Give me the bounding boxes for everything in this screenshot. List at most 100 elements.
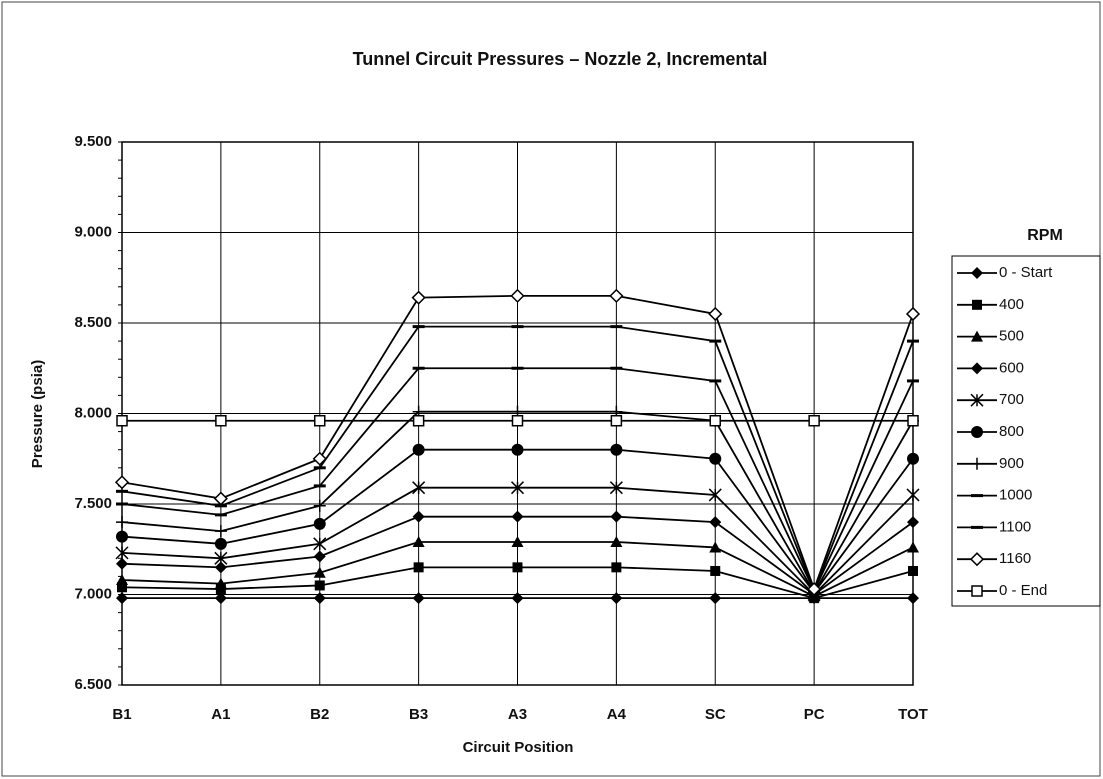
marker bbox=[510, 288, 525, 303]
marker bbox=[972, 299, 982, 310]
marker bbox=[609, 288, 624, 303]
marker bbox=[610, 592, 623, 605]
marker bbox=[413, 562, 424, 573]
marker bbox=[907, 452, 919, 465]
marker bbox=[908, 565, 918, 576]
marker bbox=[609, 481, 623, 495]
marker bbox=[115, 546, 129, 560]
marker bbox=[511, 414, 524, 427]
marker bbox=[511, 592, 524, 605]
marker bbox=[906, 488, 920, 502]
legend-label: 1100 bbox=[999, 518, 1031, 535]
y-tick-label: 9.500 bbox=[74, 133, 112, 150]
marker bbox=[313, 550, 326, 563]
y-tick-label: 6.500 bbox=[74, 676, 112, 693]
marker bbox=[971, 457, 983, 470]
marker bbox=[971, 267, 983, 279]
legend-label: 1160 bbox=[999, 550, 1031, 567]
marker bbox=[969, 552, 985, 567]
marker bbox=[214, 537, 227, 550]
marker bbox=[313, 592, 326, 605]
y-axis-title: Pressure (psia) bbox=[29, 360, 46, 468]
marker bbox=[610, 414, 623, 427]
y-tick-label: 8.500 bbox=[74, 314, 112, 331]
marker bbox=[412, 510, 425, 523]
legend-label: 400 bbox=[999, 296, 1024, 313]
marker bbox=[971, 330, 983, 342]
marker bbox=[709, 541, 722, 553]
marker bbox=[116, 516, 128, 529]
marker bbox=[116, 574, 128, 586]
x-tick-label: SC bbox=[705, 706, 726, 723]
marker bbox=[907, 414, 919, 427]
marker bbox=[116, 414, 128, 427]
series bbox=[116, 366, 919, 593]
x-axis-title: Circuit Position bbox=[463, 739, 574, 756]
marker bbox=[971, 362, 983, 375]
marker bbox=[971, 426, 983, 438]
marker bbox=[710, 565, 721, 576]
marker bbox=[314, 414, 326, 427]
y-tick-label: 7.500 bbox=[74, 495, 112, 512]
marker bbox=[214, 561, 227, 574]
x-tick-label: B3 bbox=[409, 706, 428, 723]
marker bbox=[214, 577, 227, 589]
marker bbox=[214, 592, 227, 605]
plot-border bbox=[121, 141, 914, 686]
marker bbox=[512, 562, 523, 573]
marker bbox=[313, 537, 327, 551]
series bbox=[114, 288, 921, 597]
marker bbox=[116, 530, 128, 543]
marker bbox=[709, 414, 721, 427]
x-tick-label: TOT bbox=[898, 706, 928, 723]
marker bbox=[214, 525, 227, 538]
marker bbox=[116, 557, 128, 570]
x-tick-label: A3 bbox=[508, 706, 527, 723]
marker bbox=[709, 452, 722, 465]
x-tick-label: PC bbox=[804, 706, 825, 723]
legend-label: 900 bbox=[999, 455, 1024, 472]
y-tick-label: 8.000 bbox=[74, 404, 112, 421]
marker bbox=[412, 481, 426, 495]
x-tick-label: B2 bbox=[310, 706, 329, 723]
marker bbox=[610, 510, 623, 523]
x-tick-label: B1 bbox=[112, 706, 131, 723]
x-tick-label: A1 bbox=[211, 706, 230, 723]
marker bbox=[313, 517, 326, 530]
marker bbox=[970, 393, 984, 407]
x-tick-label: A4 bbox=[607, 706, 627, 723]
marker bbox=[510, 481, 525, 495]
y-tick-label: 9.000 bbox=[74, 223, 112, 240]
marker bbox=[511, 443, 524, 456]
marker bbox=[114, 475, 130, 490]
marker bbox=[905, 306, 921, 322]
marker bbox=[213, 491, 228, 506]
legend-label: 600 bbox=[999, 359, 1024, 376]
marker bbox=[709, 516, 722, 529]
legend-label: 800 bbox=[999, 423, 1024, 440]
marker bbox=[907, 516, 919, 529]
marker bbox=[312, 451, 327, 466]
marker bbox=[907, 592, 919, 605]
legend-label: 500 bbox=[999, 328, 1024, 345]
legend-title: RPM bbox=[1027, 227, 1063, 244]
marker bbox=[313, 499, 326, 512]
marker bbox=[511, 510, 524, 523]
marker bbox=[214, 551, 228, 565]
marker bbox=[907, 541, 919, 553]
chart-title: Tunnel Circuit Pressures – Nozzle 2, Inc… bbox=[353, 49, 768, 69]
marker bbox=[412, 536, 425, 548]
marker bbox=[708, 488, 722, 502]
marker bbox=[412, 414, 425, 427]
legend-label: 0 - Start bbox=[999, 264, 1053, 281]
marker bbox=[709, 592, 722, 605]
marker bbox=[313, 566, 326, 578]
marker bbox=[215, 414, 227, 427]
marker bbox=[511, 536, 524, 548]
marker bbox=[807, 582, 822, 597]
legend-label: 1000 bbox=[999, 487, 1032, 504]
marker bbox=[971, 585, 983, 597]
marker bbox=[411, 290, 426, 305]
